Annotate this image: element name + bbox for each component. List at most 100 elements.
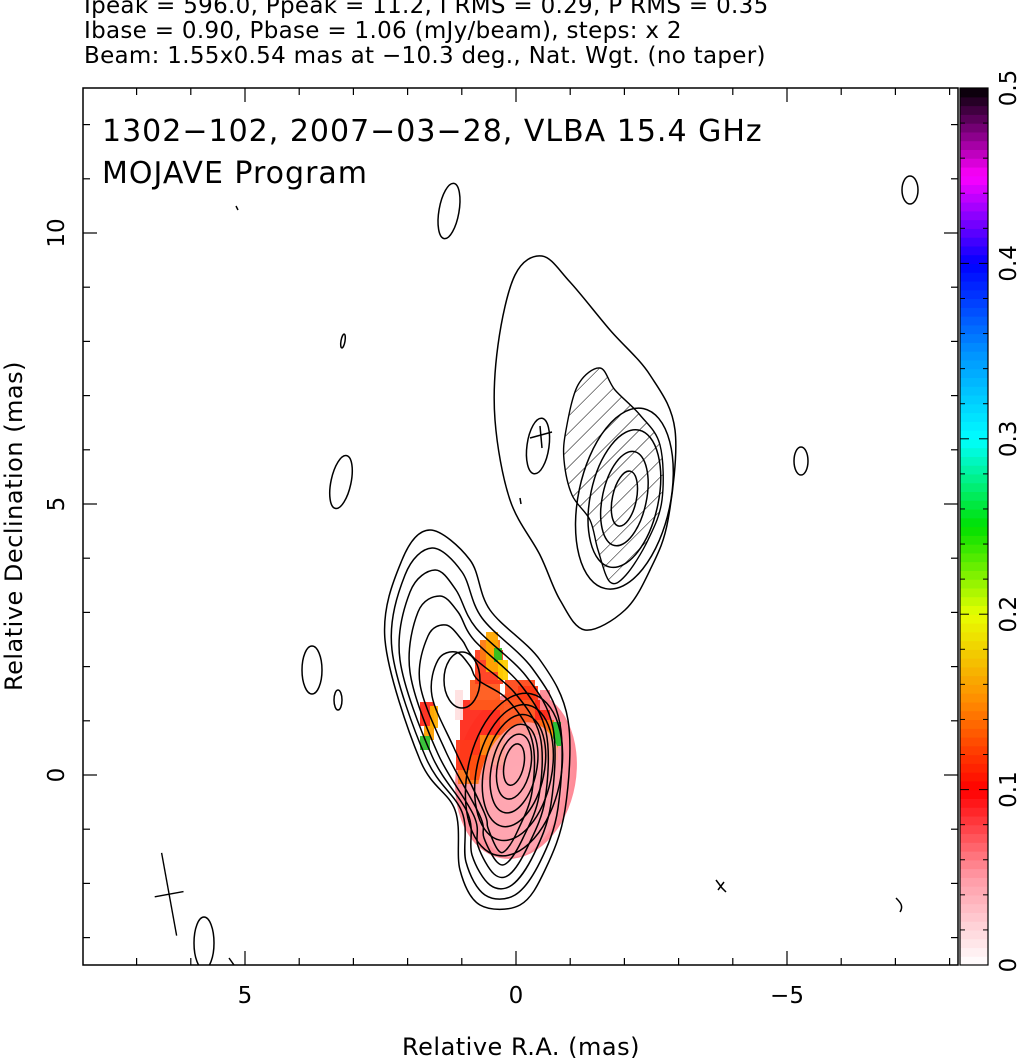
colorbar-segment-41 xyxy=(960,596,988,607)
colorbar-segment-2 xyxy=(960,938,988,949)
colorbar-segment-44 xyxy=(960,570,988,580)
colorbar-segment-99 xyxy=(960,88,988,98)
colorbar-segment-10 xyxy=(960,868,988,878)
colorbar-segment-11 xyxy=(960,859,988,870)
y-tick-label-1: 5 xyxy=(44,497,70,512)
colorbar-segment-73 xyxy=(960,316,988,326)
contour-2 xyxy=(398,569,556,890)
plot-title-program: MOJAVE Program xyxy=(102,156,368,191)
colorbar-segment-13 xyxy=(960,842,988,852)
pol-pixel-block-5 xyxy=(494,648,502,662)
colorbar-segment-98 xyxy=(960,96,988,107)
pol-pixel-block-23 xyxy=(540,690,550,710)
colorbar-segment-34 xyxy=(960,658,988,668)
colorbar-segment-79 xyxy=(960,263,988,273)
header-line-base: Ibase = 0.90, Pbase = 1.06 (mJy/beam), s… xyxy=(84,18,682,44)
colorbar-segment-51 xyxy=(960,508,988,519)
colorbar-segment-80 xyxy=(960,254,988,264)
colorbar-segment-27 xyxy=(960,719,988,729)
colorbar-segment-8 xyxy=(960,886,988,896)
colorbar-segment-85 xyxy=(960,210,988,221)
y-tick-label-0: 0 xyxy=(44,768,70,783)
colorbar-segment-43 xyxy=(960,579,988,589)
colorbar-segment-40 xyxy=(960,605,988,615)
colorbar-segment-78 xyxy=(960,272,988,282)
colorbar-segment-53 xyxy=(960,491,988,501)
contour-8 xyxy=(481,713,547,828)
contour-33 xyxy=(228,957,235,965)
colorbar-segment-17 xyxy=(960,807,988,817)
contour-17 xyxy=(599,450,649,547)
colorbar-segment-83 xyxy=(960,228,988,238)
contour-18 xyxy=(610,470,639,527)
colorbar-tick-label-0: 0 xyxy=(996,958,1021,973)
contour-22 xyxy=(437,182,461,240)
colorbar-segment-35 xyxy=(960,649,988,659)
colorbar-segment-3 xyxy=(960,929,988,940)
x-tick-label-0: 5 xyxy=(238,983,253,1009)
colorbar-segment-48 xyxy=(960,535,988,545)
colorbar-tick-label-4: 0.4 xyxy=(996,245,1021,282)
colorbar-segment-47 xyxy=(960,544,988,554)
colorbar-segment-26 xyxy=(960,728,988,738)
colorbar-frame xyxy=(959,87,989,966)
colorbar-segment-61 xyxy=(960,421,988,431)
colorbar-segment-9 xyxy=(960,877,988,887)
contour-23 xyxy=(328,454,354,510)
colorbar-segment-59 xyxy=(960,438,988,449)
colorbar-segment-71 xyxy=(960,333,988,343)
plot-title-source: 1302−102, 2007−03−28, VLBA 15.4 GHz xyxy=(102,114,763,149)
contour-19 xyxy=(525,417,551,475)
colorbar-segment-63 xyxy=(960,403,988,414)
colorbar-segment-62 xyxy=(960,412,988,422)
contour-28 xyxy=(193,916,215,965)
contour-29 xyxy=(339,333,347,349)
pol-pixel-block-19 xyxy=(420,736,430,750)
colorbar-segment-60 xyxy=(960,430,988,440)
colorbar-segment-7 xyxy=(960,894,988,905)
colorbar-segment-18 xyxy=(960,798,988,808)
contour-1 xyxy=(390,547,563,900)
pol-pixel-block-6 xyxy=(498,660,508,680)
colorbar-segment-4 xyxy=(960,921,988,931)
contour-13 xyxy=(493,255,677,631)
colorbar-segment-87 xyxy=(960,193,988,203)
contour-6 xyxy=(464,692,564,857)
colorbar-segment-69 xyxy=(960,351,988,361)
colorbar-tick-label-2: 0.2 xyxy=(996,596,1021,633)
axis-ticks xyxy=(83,88,958,965)
colorbar-segment-32 xyxy=(960,675,988,685)
y-tick-label-2: 10 xyxy=(44,218,70,247)
colorbar-segment-42 xyxy=(960,587,988,598)
colorbar-segment-45 xyxy=(960,561,988,571)
colorbar-segment-21 xyxy=(960,772,988,782)
total-intensity-contours xyxy=(193,175,919,965)
contour-24 xyxy=(301,645,323,695)
colorbar-segment-93 xyxy=(960,140,988,150)
colorbar-segment-67 xyxy=(960,368,988,379)
colorbar-segment-52 xyxy=(960,500,988,510)
colorbar-segment-68 xyxy=(960,359,988,370)
colorbar-segment-31 xyxy=(960,684,988,694)
contour-27 xyxy=(793,446,809,476)
colorbar-segment-30 xyxy=(960,693,988,703)
colorbar-segment-54 xyxy=(960,482,988,493)
colorbar-segment-1 xyxy=(960,947,988,957)
contour-9 xyxy=(489,723,539,814)
colorbar-segment-77 xyxy=(960,280,988,291)
colorbar-tick-label-1: 0.1 xyxy=(996,771,1021,808)
pol-pixel-block-20 xyxy=(430,706,438,728)
x-tick-label-2: −5 xyxy=(770,983,804,1009)
colorbar-segment-39 xyxy=(960,614,988,624)
header-line-beam: Beam: 1.55x0.54 mas at −10.3 deg., Nat. … xyxy=(84,43,766,69)
colorbar-tick-label-3: 0.3 xyxy=(996,421,1021,458)
contour-4 xyxy=(418,624,544,866)
contour-31 xyxy=(715,879,727,893)
colorbar-segment-58 xyxy=(960,447,988,457)
colorbar-segment-70 xyxy=(960,342,988,352)
pol-pixel-block-13 xyxy=(553,722,561,746)
colorbar-segment-90 xyxy=(960,166,988,177)
colorbar-segment-22 xyxy=(960,763,988,773)
colorbar-segment-74 xyxy=(960,307,988,317)
